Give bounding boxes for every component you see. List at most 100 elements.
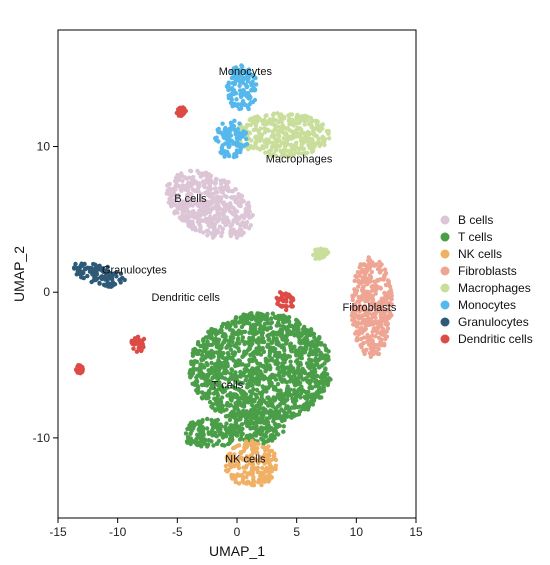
data-point [281, 136, 286, 141]
legend-label: T cells [458, 230, 492, 244]
data-point [240, 64, 245, 70]
data-point [243, 410, 248, 415]
data-point [220, 178, 225, 183]
legend-marker [440, 334, 450, 344]
data-point [231, 413, 237, 418]
data-point [301, 146, 306, 152]
data-point [200, 418, 205, 423]
data-point [383, 330, 388, 335]
data-point [238, 203, 243, 209]
data-point [301, 130, 306, 136]
data-point [321, 378, 327, 383]
data-point [96, 266, 102, 272]
data-point [263, 367, 269, 373]
data-point [189, 359, 194, 364]
data-point [304, 328, 309, 333]
x-tick-label: 10 [350, 525, 364, 539]
data-point [191, 175, 196, 180]
data-point [271, 384, 277, 390]
data-point [279, 418, 285, 424]
data-point [258, 312, 264, 317]
data-point [196, 340, 201, 345]
data-point [368, 302, 373, 307]
data-point [226, 144, 231, 149]
data-point [287, 128, 293, 133]
data-point [370, 297, 376, 302]
data-point [376, 346, 381, 352]
data-point [193, 189, 199, 194]
data-point [294, 127, 299, 133]
data-point [175, 210, 180, 215]
data-point [284, 355, 290, 360]
data-point [202, 376, 207, 381]
data-point [211, 443, 216, 448]
data-point [257, 147, 263, 152]
data-point [258, 432, 263, 437]
data-point [214, 418, 219, 424]
data-point [371, 322, 376, 327]
data-point [235, 472, 240, 477]
data-point [260, 389, 265, 395]
data-point [216, 218, 221, 223]
data-point [290, 117, 295, 123]
data-point [281, 114, 286, 120]
data-point [261, 377, 266, 382]
data-point [209, 417, 214, 423]
data-point [366, 310, 371, 316]
data-point [269, 145, 275, 150]
data-point [222, 207, 227, 212]
data-point [222, 193, 227, 198]
data-point [212, 233, 218, 238]
data-point [185, 426, 190, 432]
data-point [288, 343, 293, 348]
data-point [237, 373, 243, 379]
data-point [263, 356, 268, 361]
data-point [267, 414, 273, 419]
data-point [256, 340, 261, 346]
data-point [218, 195, 223, 200]
data-point [271, 122, 277, 127]
data-point [317, 256, 322, 261]
data-point [185, 193, 190, 198]
data-point [271, 346, 276, 351]
data-point [251, 479, 257, 484]
data-point [284, 304, 290, 309]
data-point [322, 353, 327, 359]
data-point [198, 227, 203, 232]
data-point [226, 352, 231, 357]
data-point [287, 329, 292, 334]
data-point [318, 249, 323, 254]
data-point [303, 114, 309, 119]
data-point [292, 401, 297, 406]
series-macrophages [233, 111, 332, 261]
data-point [315, 124, 320, 129]
data-point [266, 139, 272, 144]
data-point [264, 475, 269, 480]
data-point [228, 433, 234, 438]
data-point [260, 437, 266, 443]
data-point [277, 290, 283, 295]
data-point [236, 231, 242, 236]
data-point [382, 273, 387, 278]
legend-label: Dendritic cells [458, 332, 533, 346]
data-point [269, 340, 275, 345]
data-point [236, 74, 241, 79]
data-point [323, 366, 328, 371]
data-point [308, 120, 314, 125]
data-point [379, 342, 384, 348]
data-point [203, 205, 209, 210]
data-point [310, 371, 315, 376]
data-point [359, 330, 365, 335]
data-point [231, 446, 236, 451]
data-point [294, 412, 299, 418]
data-point [172, 210, 177, 215]
data-point [232, 208, 238, 213]
data-point [238, 410, 243, 415]
x-tick-label: 15 [409, 525, 423, 539]
data-point [317, 387, 322, 392]
data-point [358, 336, 364, 342]
data-point [181, 206, 187, 212]
data-point [373, 291, 378, 296]
data-point [237, 106, 242, 112]
data-point [308, 332, 313, 338]
